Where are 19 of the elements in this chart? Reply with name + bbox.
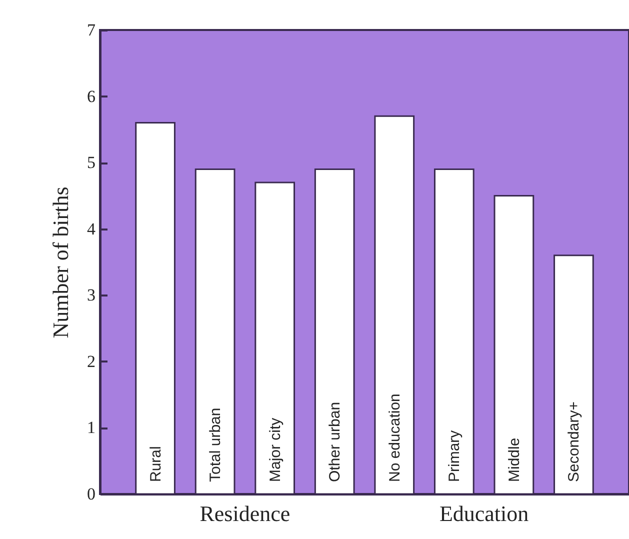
y-tick-label: 0 [87, 484, 96, 504]
y-tick-label: 1 [87, 418, 96, 438]
y-axis-title: Number of births [48, 186, 73, 338]
y-tick-label: 7 [87, 20, 96, 40]
x-tick-label: Primary [446, 430, 464, 482]
x-tick-label: Other urban [326, 402, 344, 482]
x-tick-label: Major city [266, 417, 284, 482]
y-tick-label: 6 [87, 86, 96, 106]
x-tick-label: No education [386, 394, 404, 482]
y-tick-label: 2 [87, 352, 96, 371]
y-tick-label: 4 [87, 219, 96, 238]
text: Education [439, 501, 529, 526]
y-tick-label: 5 [87, 153, 96, 172]
x-tick-label: Total urban [207, 408, 224, 482]
y-tick-label: 3 [87, 286, 96, 305]
x-tick-label: Middle [506, 438, 523, 482]
x-tick-label: Rural [147, 446, 164, 482]
text: Residence [200, 501, 290, 526]
x-tick-label: Secondary+ [566, 401, 583, 482]
